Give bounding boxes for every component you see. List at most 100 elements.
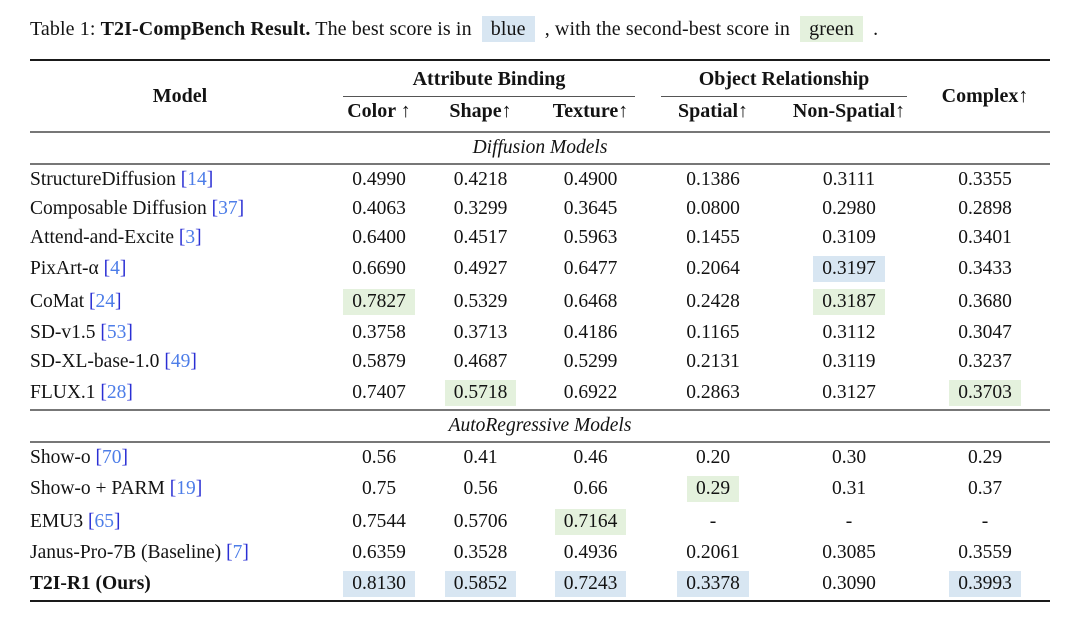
table-row: Attend-and-Excite [3] 0.6400 0.4517 0.5963 0… xyxy=(30,223,1050,252)
citation-link[interactable]: [19] xyxy=(170,478,203,499)
score-cell: 0.66 xyxy=(573,477,608,499)
score-cell: 0.3111 xyxy=(822,168,876,190)
section-label: Diffusion Models xyxy=(30,132,1050,165)
score-cell: - xyxy=(845,510,853,532)
cite-bracket: [ xyxy=(169,477,177,499)
table-row: CoMat [24] 0.7827 0.5329 0.6468 0.2428 0.3187… xyxy=(30,285,1050,318)
score-cell: 0.7164 xyxy=(533,505,648,538)
score-cell: 0.8130 xyxy=(330,567,428,601)
score-cell: 0.3109 xyxy=(822,226,876,248)
score-cell: 0.3433 xyxy=(958,257,1012,279)
model-name: Composable Diffusion [37] xyxy=(30,197,245,219)
cite-bracket: ] xyxy=(242,541,249,563)
model-name: StructureDiffusion [14] xyxy=(30,168,214,190)
second-best-score-highlight: 0.3187 xyxy=(813,288,885,315)
citation-link[interactable]: [53] xyxy=(100,322,133,343)
score-cell: 0.2863 xyxy=(686,381,740,403)
table-row: PixArt-α [4] 0.6690 0.4927 0.6477 0.2064 0.31… xyxy=(30,252,1050,285)
table-row: SD-XL-base-1.0 [49] 0.5879 0.4687 0.5299 0.2… xyxy=(30,347,1050,376)
score-cell: 0.29 xyxy=(648,472,778,505)
group-label: Object Relationship xyxy=(698,68,870,90)
score-cell: 0.3528 xyxy=(453,541,508,563)
model-name: EMU3 [65] xyxy=(30,510,121,532)
cite-bracket: [ xyxy=(95,446,103,468)
table-body: Diffusion Models StructureDiffusion [14] 0… xyxy=(30,132,1050,601)
cite-number: 3 xyxy=(185,226,196,248)
citation-link[interactable]: [49] xyxy=(164,351,197,372)
score-cell: 0.7827 xyxy=(330,285,428,318)
score-cell: 0.4063 xyxy=(352,197,406,219)
citation-link[interactable]: [28] xyxy=(100,382,133,403)
caption-text-2: , with the second-best score in xyxy=(544,18,790,40)
table-row: EMU3 [65] 0.7544 0.5706 0.7164 - - - xyxy=(30,505,1050,538)
cite-bracket: ] xyxy=(126,321,133,343)
citation-link[interactable]: [4] xyxy=(104,258,127,279)
citation-link[interactable]: [24] xyxy=(89,291,122,312)
second-best-score-highlight: 0.29 xyxy=(686,475,740,502)
citation-link[interactable]: [37] xyxy=(212,198,245,219)
cite-number: 24 xyxy=(95,290,116,312)
citation-link[interactable]: [3] xyxy=(179,227,202,248)
cite-bracket: ] xyxy=(195,477,203,499)
score-cell: 0.2980 xyxy=(822,197,876,219)
cite-number: 28 xyxy=(106,381,127,403)
score-cell: 0.3119 xyxy=(822,350,876,372)
score-cell: 0.7544 xyxy=(352,510,406,532)
caption-text-3: . xyxy=(873,18,879,40)
model-name: FLUX.1 [28] xyxy=(30,381,133,403)
table-row: Janus-Pro-7B (Baseline) [7] 0.6359 0.3528 0… xyxy=(30,538,1050,567)
cite-bracket: ] xyxy=(113,510,121,532)
score-cell: 0.3085 xyxy=(822,541,876,563)
cite-bracket: [ xyxy=(103,257,111,279)
table-row: StructureDiffusion [14] 0.4990 0.4218 0.490… xyxy=(30,164,1050,194)
score-cell: 0.6690 xyxy=(352,257,406,279)
cite-number: 37 xyxy=(218,197,238,219)
cite-number: 19 xyxy=(176,477,196,499)
best-score-highlight: 0.3197 xyxy=(813,255,885,282)
cite-bracket: ] xyxy=(237,197,245,219)
score-cell: 0.29 xyxy=(967,446,1003,468)
citation-link[interactable]: [7] xyxy=(226,542,249,563)
cite-number: 4 xyxy=(110,257,120,279)
score-cell: 0.3401 xyxy=(958,226,1012,248)
score-cell: 0.7407 xyxy=(352,381,406,403)
score-cell: 0.3237 xyxy=(958,350,1012,372)
column-header-spatial: Spatial↑ xyxy=(677,100,749,122)
citation-link[interactable]: [14] xyxy=(181,169,214,190)
score-cell: 0.30 xyxy=(831,446,867,468)
section-label: AutoRegressive Models xyxy=(30,409,1050,443)
best-score-highlight: 0.3378 xyxy=(677,570,749,597)
caption-text-1: The best score is in xyxy=(315,18,472,40)
column-header-model: Model xyxy=(152,84,208,107)
column-header-color: Color ↑ xyxy=(347,100,411,122)
cite-bracket: [ xyxy=(211,197,219,219)
score-cell: 0.3047 xyxy=(958,321,1012,343)
score-cell: 0.7243 xyxy=(533,567,648,601)
score-cell: 0.6468 xyxy=(563,290,618,312)
score-cell: 0.3758 xyxy=(352,321,406,343)
citation-link[interactable]: [65] xyxy=(88,511,121,532)
citation-link[interactable]: [70] xyxy=(96,447,129,468)
cite-bracket: [ xyxy=(100,321,107,343)
score-cell: 0.5852 xyxy=(428,567,533,601)
score-cell: 0.3187 xyxy=(778,285,920,318)
cite-bracket: [ xyxy=(180,168,188,190)
paper-page: Table 1: T2I-CompBench Result. The best … xyxy=(30,0,1050,602)
column-header-texture: Texture↑ xyxy=(552,100,629,122)
score-cell: 0.56 xyxy=(361,446,397,468)
score-cell: 0.3993 xyxy=(920,567,1050,601)
score-cell: 0.6922 xyxy=(563,381,618,403)
table-header: Model Attribute Binding Object Relations… xyxy=(30,60,1050,132)
score-cell: 0.2061 xyxy=(686,541,740,563)
column-header-shape: Shape↑ xyxy=(449,100,512,122)
model-name: CoMat [24] xyxy=(30,290,122,312)
model-name: Show-o [70] xyxy=(30,446,129,468)
cite-bracket: ] xyxy=(115,290,122,312)
score-cell: 0.4936 xyxy=(563,541,618,563)
results-table: Model Attribute Binding Object Relations… xyxy=(30,59,1050,602)
score-cell: 0.46 xyxy=(573,446,608,468)
second-best-score-highlight: 0.5718 xyxy=(444,379,517,406)
group-label: Attribute Binding xyxy=(412,68,566,90)
cite-bracket: [ xyxy=(89,290,96,312)
caption-label: Table 1: xyxy=(30,18,96,40)
